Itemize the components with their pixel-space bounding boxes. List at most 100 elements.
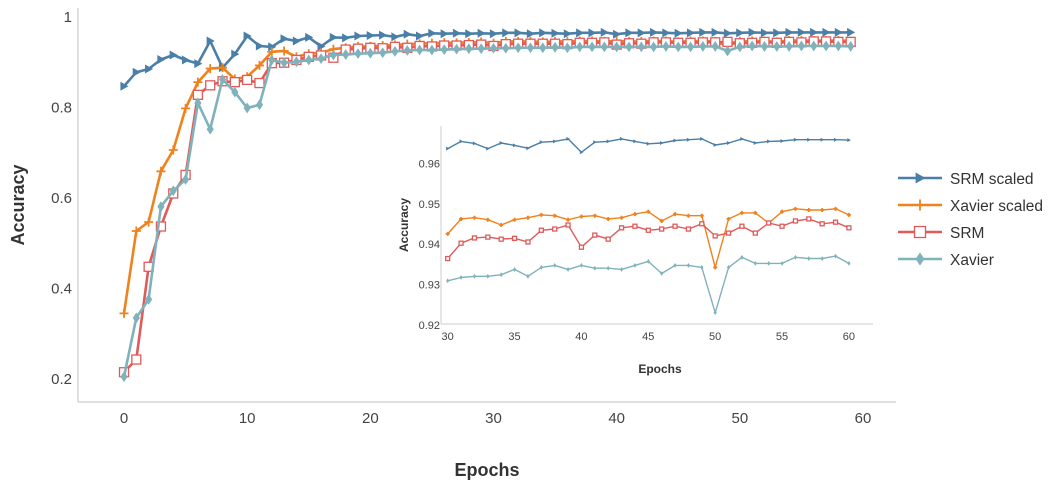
main-point-xavier-43 [650, 41, 658, 53]
inset-point-srm-scaled-43 [619, 136, 624, 141]
inset-point-xavier-scaled-50 [713, 265, 718, 270]
inset-point-xavier-41 [593, 265, 597, 271]
inset-point-srm-scaled-31 [459, 139, 464, 144]
main-point-xavier-5 [181, 174, 190, 185]
main-point-xavier-20 [366, 47, 374, 59]
main-y-tick-1: 1 [64, 9, 72, 26]
main-point-srm-scaled-54 [785, 27, 794, 37]
inset-point-srm-36 [525, 239, 531, 245]
inset-point-srm-scaled-59 [833, 137, 838, 142]
main-axes: Epochs Accuracy [8, 8, 896, 480]
main-point-srm-scaled-23 [403, 29, 412, 39]
inset-point-srm-59 [832, 219, 839, 225]
main-point-srm-scaled-15 [305, 32, 314, 42]
inset-point-srm-38 [552, 226, 558, 232]
main-point-xavier-33 [526, 42, 535, 54]
inset-point-srm-40 [578, 244, 585, 250]
legend-label-xavier-scaled: Xavier scaled [950, 198, 1043, 215]
main-point-srm-scaled-7 [206, 36, 215, 46]
main-point-srm-scaled-56 [810, 27, 819, 37]
main-point-xavier-25 [428, 44, 436, 56]
legend-item-xavier-scaled: Xavier scaled [898, 198, 1043, 215]
legend-label-xavier: Xavier [950, 252, 994, 269]
inset-point-srm-scaled-50 [713, 142, 718, 147]
main-x-tick-10: 10 [239, 410, 256, 427]
main-point-srm-scaled-51 [748, 27, 757, 37]
main-x-tick-30: 30 [485, 410, 502, 427]
inset-point-xavier-scaled-30 [445, 231, 450, 236]
inset-point-srm-56 [792, 218, 799, 224]
inset-point-srm-scaled-37 [539, 140, 544, 145]
main-point-xavier-15 [305, 54, 313, 66]
inset-point-xavier-60 [847, 260, 851, 266]
main-point-xavier-40 [613, 41, 621, 53]
inset-point-xavier-40 [579, 263, 584, 268]
main-point-xavier-1 [132, 312, 140, 324]
main-point-srm-1 [131, 354, 142, 365]
main-point-srm-scaled-43 [650, 27, 659, 37]
main-point-xavier-42 [637, 41, 645, 53]
inset-point-srm-30 [445, 255, 451, 262]
main-point-xavier-54 [785, 41, 793, 52]
main-point-xavier-23 [403, 45, 411, 56]
inset-point-xavier-55 [780, 260, 784, 266]
inset-point-xavier-scaled-51 [726, 216, 731, 221]
inset-point-xavier-39 [566, 267, 570, 272]
inset-point-xavier-36 [526, 273, 530, 279]
inset-point-srm-34 [498, 236, 504, 242]
main-point-xavier-45 [674, 41, 682, 53]
inset-point-xavier-scaled-52 [739, 210, 744, 215]
main-series-xavier [120, 40, 855, 383]
legend-item-srm: SRM [898, 225, 984, 242]
main-point-srm-scaled-38 [588, 28, 597, 38]
inset-x-tick-30: 30 [442, 331, 454, 343]
main-point-xavier-48 [711, 41, 719, 52]
inset-y-tick-labels: 0.92 0.93 0.94 0.95 0.96 [419, 158, 440, 332]
main-point-srm-scaled-11 [255, 41, 264, 51]
main-point-srm-scaled-58 [834, 27, 843, 37]
inset-point-xavier-scaled-43 [619, 215, 624, 220]
main-point-xavier-30 [489, 42, 498, 54]
main-point-xavier-34 [539, 42, 547, 54]
main-point-srm-scaled-29 [477, 28, 486, 38]
main-point-xavier-44 [662, 41, 670, 52]
inset-point-srm-51 [725, 230, 732, 236]
main-point-srm-scaled-30 [489, 29, 498, 39]
inset-point-srm-scaled-30 [446, 146, 450, 151]
inset-point-xavier-31 [459, 275, 463, 280]
main-point-xavier-2 [145, 293, 153, 305]
inset-point-xavier-scaled-53 [753, 210, 758, 215]
main-point-xavier-59 [847, 41, 855, 52]
inset-point-xavier-49 [700, 265, 704, 270]
main-y-axis-label: Accuracy [8, 164, 28, 245]
main-x-tick-40: 40 [608, 410, 625, 427]
inset-point-xavier-57 [807, 256, 811, 261]
inset-point-xavier-59 [833, 253, 838, 259]
inset-point-xavier-scaled-58 [820, 208, 825, 213]
main-point-xavier-57 [822, 40, 830, 52]
inset-point-srm-scaled-33 [486, 146, 490, 151]
main-point-srm-scaled-55 [797, 27, 806, 37]
inset-x-tick-35: 35 [508, 331, 520, 343]
main-point-xavier-29 [477, 43, 485, 55]
inset-point-xavier-42 [606, 265, 610, 271]
main-point-srm-scaled-53 [773, 28, 782, 38]
legend-marker-xavier-scaled [914, 199, 926, 211]
legend-item-xavier: Xavier [898, 252, 994, 269]
main-point-srm-49 [722, 36, 733, 48]
inset-point-srm-37 [538, 227, 544, 233]
main-point-srm-scaled-12 [268, 42, 277, 52]
main-point-xavier-11 [255, 99, 264, 111]
inset-point-xavier-scaled-44 [632, 212, 637, 217]
inset-point-xavier-scaled-33 [485, 217, 490, 222]
main-point-xavier-scaled-5 [181, 103, 191, 113]
main-point-srm-9 [229, 77, 241, 88]
main-point-srm-scaled-2 [145, 64, 154, 74]
main-y-tick-0-2: 0.2 [51, 371, 72, 388]
inset-point-xavier-48 [686, 263, 691, 268]
main-point-xavier-0 [120, 371, 128, 383]
inset-point-srm-scaled-53 [753, 140, 758, 145]
inset-point-srm-scaled-48 [686, 137, 691, 142]
inset-point-xavier-scaled-36 [525, 215, 530, 220]
